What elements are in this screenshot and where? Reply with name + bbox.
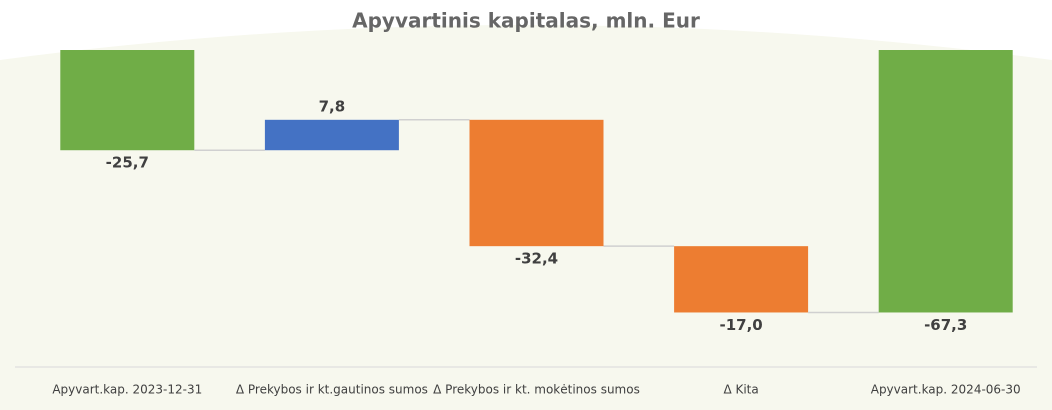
value-label: -67,3: [924, 316, 967, 334]
bar: [878, 50, 1013, 313]
bar: [674, 246, 809, 313]
x-tick-label: Δ Prekybos ir kt.gautinos sumos: [236, 383, 428, 397]
value-label: -17,0: [719, 316, 762, 334]
bar: [264, 119, 399, 151]
x-tick-label: Apyvart.kap. 2024-06-30: [871, 383, 1021, 397]
value-label: -25,7: [106, 154, 149, 172]
chart-title: Apyvartinis kapitalas, mln. Eur: [352, 9, 700, 33]
bar: [60, 50, 195, 151]
bar: [469, 119, 604, 247]
x-tick-label: Δ Kita: [723, 383, 758, 397]
x-tick-label: Apyvart.kap. 2023-12-31: [52, 383, 202, 397]
value-label: -32,4: [515, 250, 558, 268]
x-tick-label: Δ Prekybos ir kt. mokėtinos sumos: [433, 383, 640, 397]
value-label: 7,8: [319, 97, 346, 115]
